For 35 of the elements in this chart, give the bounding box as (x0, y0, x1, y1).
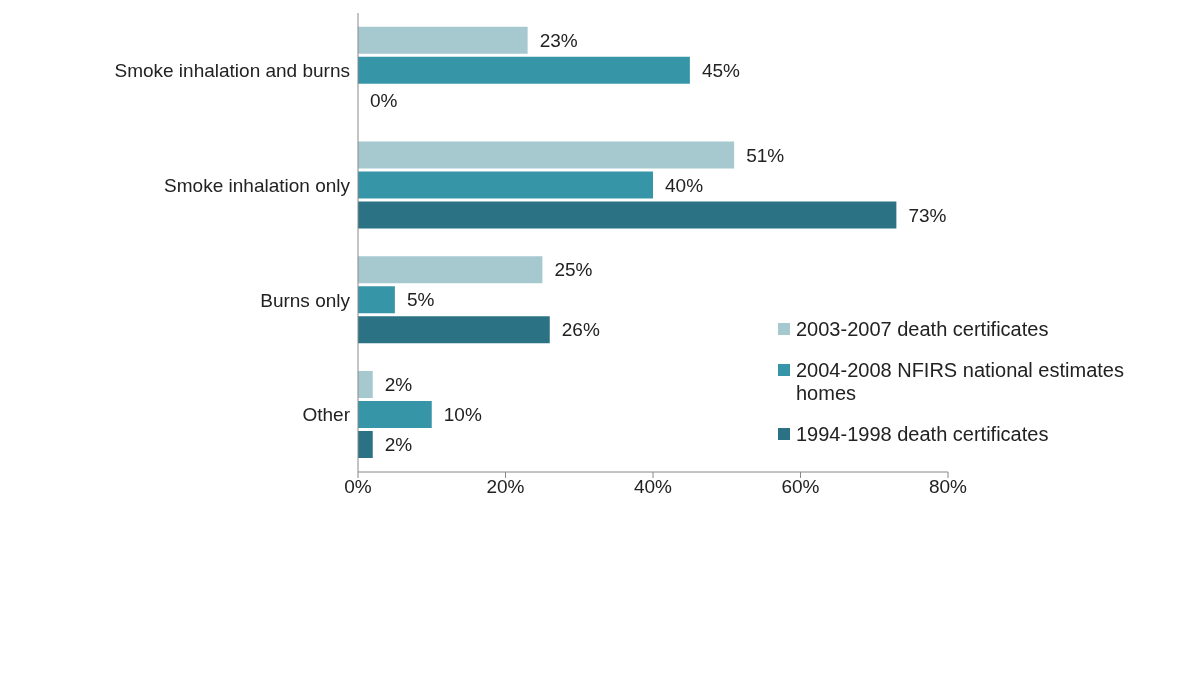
legend-label: 1994-1998 death certificates (796, 423, 1049, 446)
bar (358, 401, 432, 429)
data-label: 23% (539, 29, 578, 51)
x-tick-label: 40% (633, 476, 673, 498)
data-label: 2% (384, 374, 413, 396)
bar (358, 371, 373, 399)
y-tick-label: Smoke inhalation and burns (114, 60, 350, 82)
data-label: 51% (746, 144, 785, 166)
data-label: 5% (406, 289, 435, 311)
y-tick-label: Other (302, 404, 351, 426)
bar (358, 56, 690, 84)
bar (358, 26, 528, 54)
data-label: 45% (701, 59, 741, 81)
data-label: 73% (908, 204, 947, 226)
data-label: 2% (384, 434, 413, 456)
x-tick-label: 80% (928, 476, 968, 498)
data-label: 10% (443, 404, 482, 426)
legend-label: 2004-2008 NFIRS national estimates homes (796, 359, 1125, 405)
data-label: 0% (370, 89, 398, 111)
data-label: 26% (561, 319, 600, 341)
bar (358, 286, 395, 314)
data-label: 25% (554, 259, 593, 281)
data-label: 40% (665, 174, 704, 196)
x-tick-label: 60% (781, 476, 820, 498)
legend-label: 2003-2007 death certificates (796, 318, 1049, 341)
bar (358, 141, 735, 169)
bar (358, 171, 653, 199)
y-tick-label: Smoke inhalation only (164, 174, 351, 196)
x-tick-label: 0% (344, 476, 372, 498)
y-tick-label: Burns only (260, 289, 351, 311)
bar (358, 316, 550, 344)
bar (358, 201, 897, 229)
bar (358, 431, 373, 459)
x-tick-label: 20% (486, 476, 525, 498)
bar (358, 256, 543, 284)
